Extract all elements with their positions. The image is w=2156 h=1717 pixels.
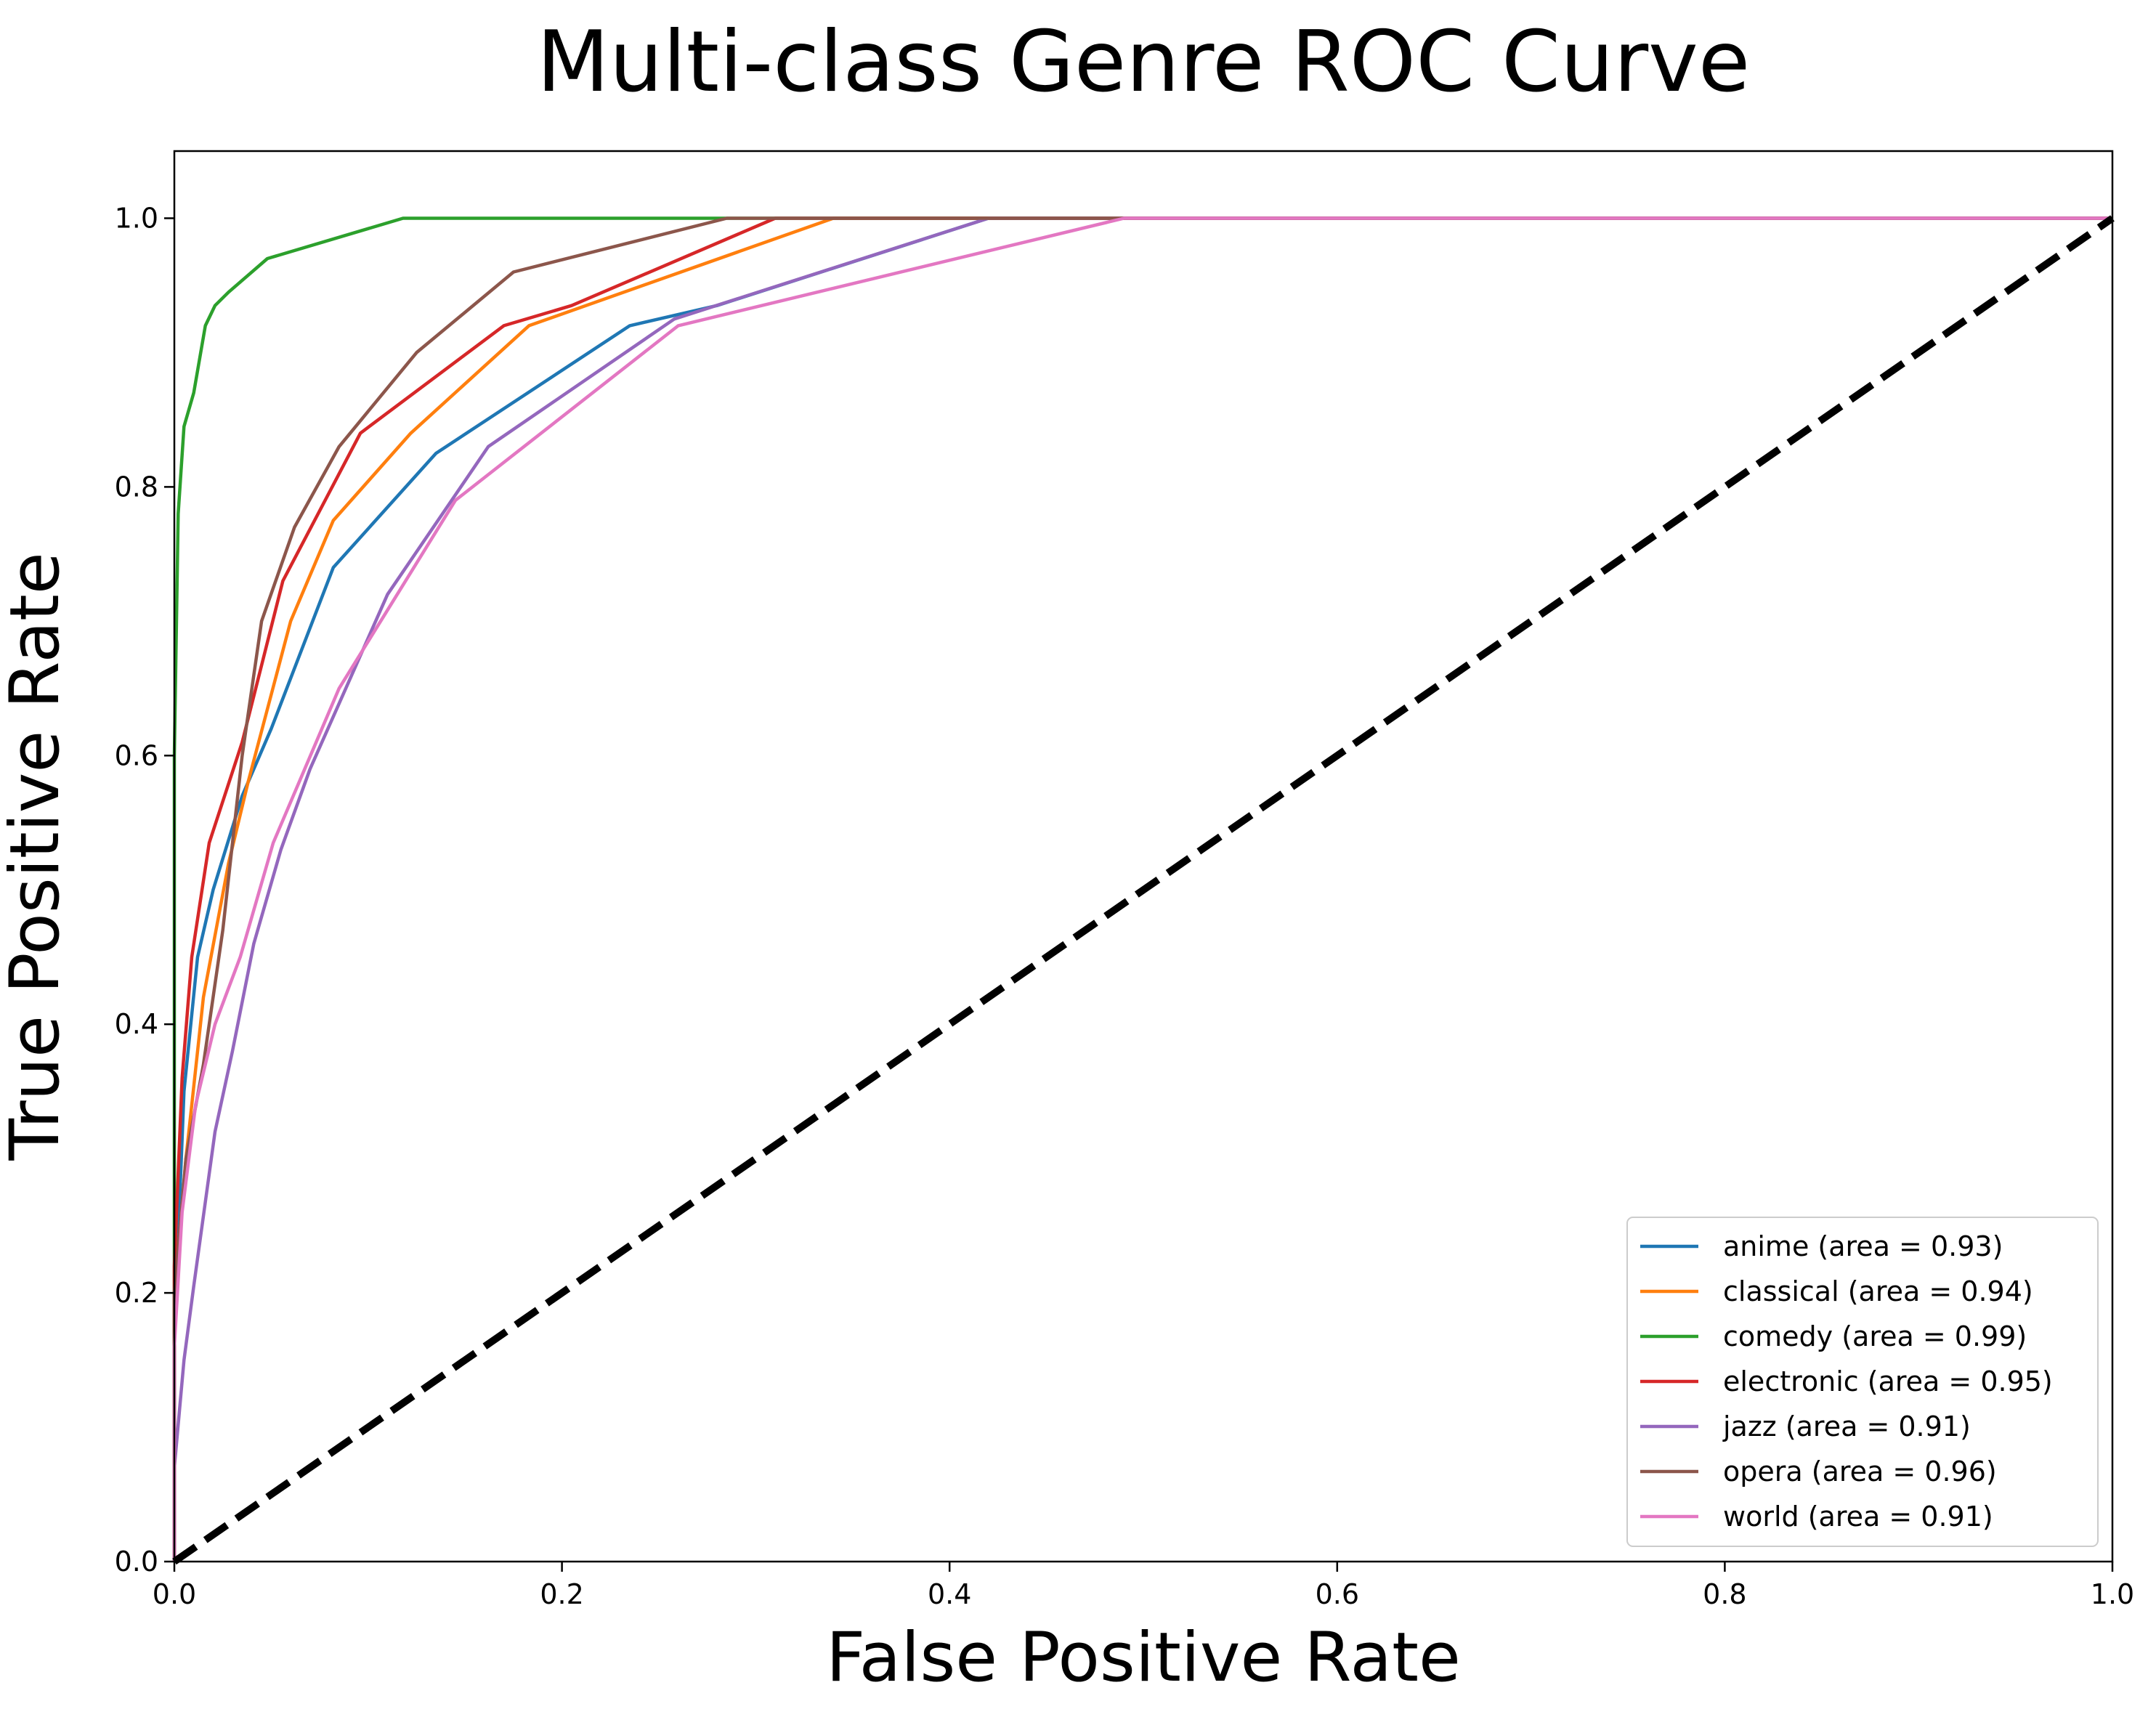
legend-label: electronic (area = 0.95) <box>1723 1365 2053 1397</box>
y-axis-ticks: 0.0 0.2 0.4 0.6 0.8 1.0 <box>115 202 174 1578</box>
series-line-5 <box>172 216 2112 1562</box>
y-tick-label: 0.0 <box>115 1546 158 1578</box>
series-line-2 <box>172 216 2112 1562</box>
x-tick-label: 1.0 <box>2091 1578 2134 1610</box>
plot-border <box>173 150 2114 1563</box>
legend: anime (area = 0.93) classical (area = 0.9… <box>1626 1217 2099 1547</box>
x-tick-label: 0.4 <box>928 1578 971 1610</box>
x-tick-label: 0.2 <box>540 1578 583 1610</box>
y-tick-label: 0.4 <box>115 1008 158 1040</box>
series-line-6 <box>172 216 2112 1562</box>
x-tick-label: 0.6 <box>1316 1578 1359 1610</box>
series-line-3 <box>172 216 2112 1562</box>
y-tick-label: 1.0 <box>115 202 158 234</box>
legend-label: comedy (area = 0.99) <box>1723 1320 2027 1352</box>
y-axis-label: True Positive Rate <box>0 552 75 1161</box>
x-axis-label: False Positive Rate <box>826 1618 1461 1697</box>
legend-box <box>1626 1217 2099 1547</box>
legend-entries: anime (area = 0.93) classical (area = 0.9… <box>1640 1230 2053 1533</box>
chance-diagonal-line <box>172 215 2115 1565</box>
legend-label: opera (area = 0.96) <box>1723 1456 1997 1487</box>
legend-label: world (area = 0.91) <box>1723 1501 1993 1533</box>
y-tick-label: 0.8 <box>115 471 158 503</box>
legend-label: classical (area = 0.94) <box>1723 1275 2033 1307</box>
series-line-4 <box>172 216 2112 1562</box>
legend-label: jazz (area = 0.91) <box>1722 1410 1971 1442</box>
chart-title: Multi-class Genre ROC Curve <box>537 13 1750 111</box>
x-tick-label: 0.8 <box>1703 1578 1746 1610</box>
y-tick-label: 0.2 <box>115 1277 158 1309</box>
series-layer <box>172 215 2115 1565</box>
x-tick-label: 0.0 <box>153 1578 196 1610</box>
plot-area <box>172 150 2115 1565</box>
legend-label: anime (area = 0.93) <box>1723 1230 2003 1262</box>
x-axis-ticks: 0.0 0.2 0.4 0.6 0.8 1.0 <box>153 1562 2134 1610</box>
y-tick-label: 0.6 <box>115 739 158 771</box>
